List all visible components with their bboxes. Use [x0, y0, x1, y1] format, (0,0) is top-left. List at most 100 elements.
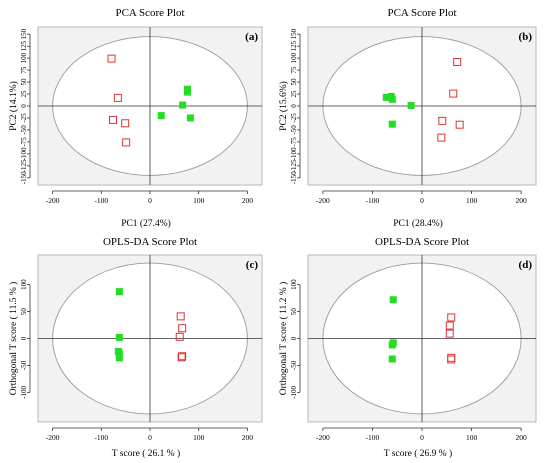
x-tick-label: 200 — [242, 433, 254, 442]
point-filled-square — [389, 296, 397, 304]
point-filled-square — [115, 288, 123, 296]
x-axis-label: PC1 (28.4%) — [393, 218, 443, 229]
point-open-square — [453, 57, 462, 66]
chart-title: OPLS-DA Score Plot — [103, 236, 197, 248]
y-axis-label: PC2 (14.1%) — [8, 81, 19, 131]
point-open-square — [449, 89, 458, 98]
y-axis-label: PC2 (15.6%) — [278, 81, 289, 131]
y-tick-label: -125 — [290, 159, 298, 172]
point-filled-square — [388, 355, 396, 363]
point-filled-square — [388, 95, 396, 103]
y-tick-label: -100 — [20, 147, 28, 160]
x-tick-label: 100 — [466, 196, 478, 205]
y-tick-label: -75 — [290, 137, 298, 147]
y-tick-label: 150 — [290, 28, 298, 39]
panel-label: (c) — [246, 259, 259, 271]
y-tick-label: 50 — [20, 78, 28, 86]
y-tick-label: -25 — [290, 113, 298, 123]
y-tick-label: -100 — [290, 147, 298, 160]
y-tick-label: 100 — [290, 52, 298, 63]
point-open-square — [445, 321, 454, 330]
score-plot-c: -200 -100 0 100 200 -100 -50 0 50 100 OPLS-DA Scor… — [8, 236, 263, 459]
y-tick-label: 0 — [290, 336, 298, 340]
point-open-square — [121, 119, 130, 128]
y-tick-label: -100 — [290, 385, 298, 398]
x-tick-label: 0 — [148, 196, 152, 205]
y-tick-label: 25 — [290, 90, 298, 98]
x-tick-label: -200 — [46, 433, 60, 442]
x-tick-label: 0 — [420, 196, 424, 205]
point-open-square — [177, 353, 186, 362]
point-filled-square — [382, 93, 390, 101]
y-axis-label: Orthogonal T score ( 11.5 % ) — [8, 282, 19, 396]
x-tick-label: 200 — [242, 196, 254, 205]
y-tick-label: -25 — [20, 113, 28, 123]
y-tick-label: 0 — [20, 104, 28, 108]
y-tick-label: 125 — [290, 40, 298, 51]
point-open-square — [455, 120, 464, 129]
x-tick-label: 200 — [516, 433, 528, 442]
point-open-square — [175, 332, 184, 341]
point-open-square — [445, 329, 454, 338]
x-tick-label: -100 — [94, 196, 108, 205]
y-axis-label: Orthogonal T score ( 11.2 % ) — [278, 282, 289, 396]
x-tick-label: -200 — [316, 196, 330, 205]
panel-label: (b) — [519, 31, 533, 43]
y-tick-label: 100 — [290, 279, 298, 290]
y-tick-label: 75 — [290, 66, 298, 74]
y-tick-label: 0 — [20, 336, 28, 340]
chart-title: PCA Score Plot — [387, 7, 456, 19]
y-tick-label: 75 — [20, 66, 28, 74]
y-tick-label: -150 — [290, 171, 298, 184]
panel-label: (a) — [245, 31, 258, 43]
point-open-square — [438, 116, 447, 125]
x-tick-label: -200 — [46, 196, 60, 205]
point-open-square — [109, 115, 118, 124]
x-tick-label: 0 — [148, 433, 152, 442]
y-tick-label: 150 — [20, 28, 28, 39]
point-filled-square — [388, 120, 396, 128]
point-filled-square — [407, 102, 415, 110]
y-tick-label: 50 — [290, 78, 298, 86]
y-tick-label: 125 — [20, 40, 28, 51]
score-plot-d: -200 -100 0 100 200 -100 -50 0 50 100 OPLS-DA Scor… — [278, 236, 537, 459]
y-tick-label: -125 — [20, 159, 28, 172]
y-tick-label: 50 — [290, 308, 298, 316]
point-filled-square — [115, 350, 123, 358]
point-filled-square — [115, 333, 123, 341]
y-tick-label: -150 — [20, 171, 28, 184]
x-tick-label: -200 — [316, 433, 330, 442]
x-tick-label: 100 — [193, 196, 205, 205]
x-tick-label: 100 — [466, 433, 478, 442]
y-tick-label: 25 — [20, 90, 28, 98]
point-filled-square — [115, 354, 123, 362]
y-tick-label: -50 — [20, 125, 28, 135]
point-filled-square — [183, 88, 191, 96]
y-tick-label: 50 — [20, 308, 28, 316]
y-tick-label: -50 — [290, 360, 298, 370]
x-tick-label: 0 — [420, 433, 424, 442]
x-tick-label: 200 — [516, 196, 528, 205]
x-tick-label: 100 — [193, 433, 205, 442]
x-tick-label: -100 — [366, 196, 380, 205]
point-open-square — [447, 355, 456, 364]
chart-title: OPLS-DA Score Plot — [375, 236, 469, 248]
x-tick-label: -100 — [94, 433, 108, 442]
x-axis-label: T score ( 26.1 % ) — [112, 448, 180, 459]
point-filled-square — [179, 101, 187, 109]
score-plot-b: -200 -100 0 100 200-150-125-100-75-50-250255… — [278, 7, 537, 229]
panel-label: (d) — [519, 259, 533, 271]
x-tick-label: -100 — [366, 433, 380, 442]
y-tick-label: -50 — [290, 125, 298, 135]
y-tick-label: 0 — [290, 104, 298, 108]
x-axis-label: PC1 (27.4%) — [121, 218, 171, 229]
chart-title: PCA Score Plot — [115, 7, 184, 19]
point-filled-square — [157, 112, 165, 120]
point-open-square — [437, 133, 446, 142]
y-tick-label: -50 — [20, 360, 28, 370]
point-open-square — [122, 138, 131, 147]
y-tick-label: 100 — [20, 279, 28, 290]
point-open-square — [176, 312, 185, 321]
y-tick-label: -75 — [20, 137, 28, 147]
